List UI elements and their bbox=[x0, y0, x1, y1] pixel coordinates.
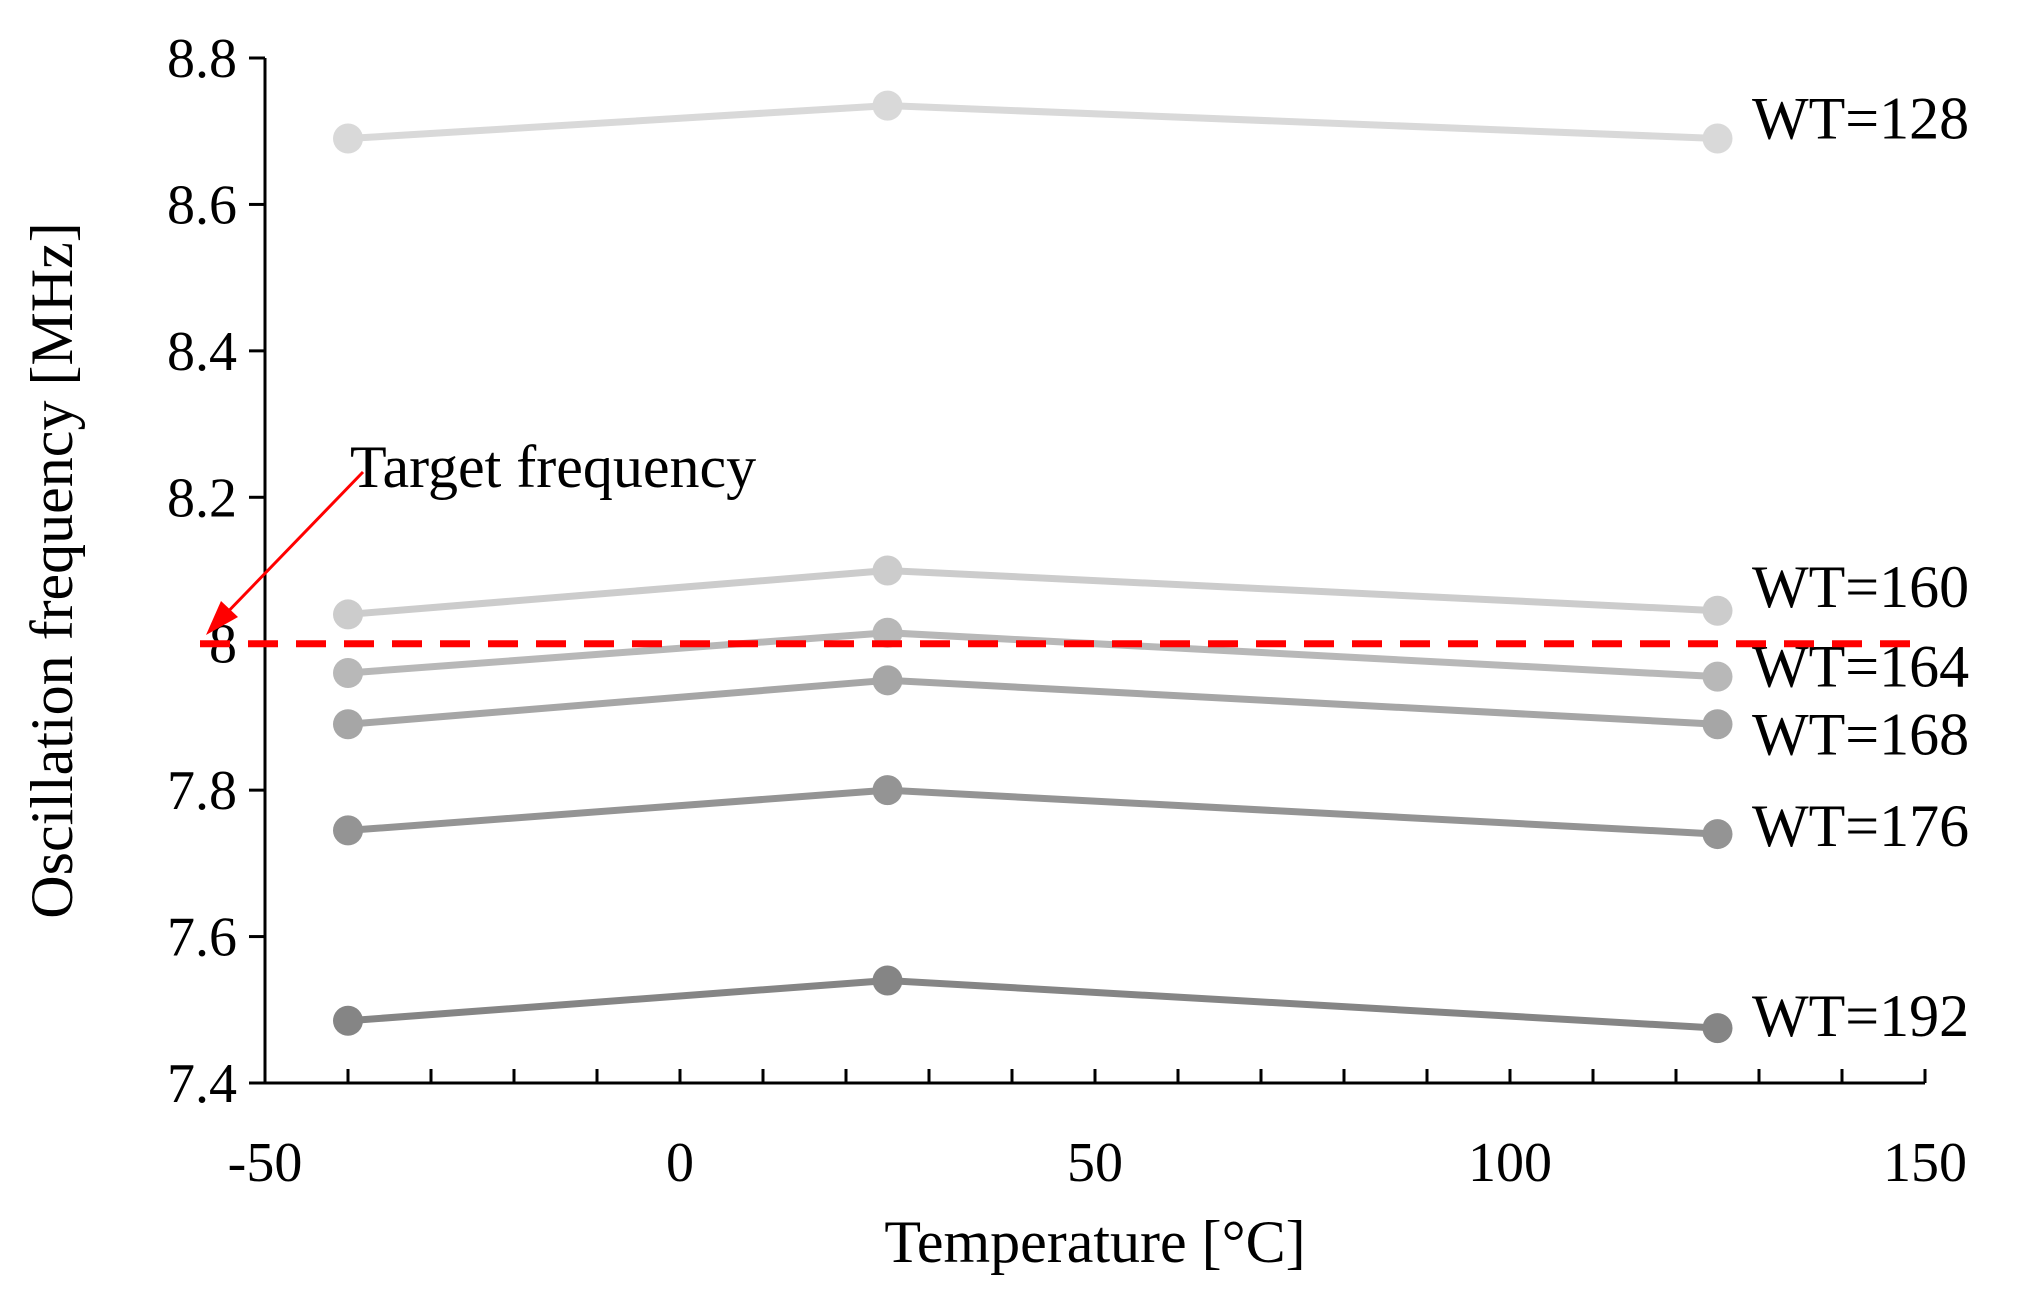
series-label: WT=192 bbox=[1752, 983, 1969, 1049]
data-point bbox=[1702, 661, 1733, 692]
data-point bbox=[333, 1005, 363, 1036]
target-arrow-head bbox=[206, 601, 238, 635]
x-tick-label: 0 bbox=[666, 1132, 694, 1194]
data-point bbox=[333, 599, 363, 630]
x-tick-label: 100 bbox=[1468, 1132, 1552, 1194]
data-point bbox=[1702, 1013, 1733, 1044]
series-line bbox=[347, 567, 1718, 618]
series-wt-164: WT=164 bbox=[333, 617, 1969, 700]
y-tick-label: 8.4 bbox=[167, 321, 237, 383]
data-point bbox=[333, 709, 363, 740]
series-wt-192: WT=192 bbox=[333, 965, 1969, 1049]
data-point bbox=[1702, 123, 1733, 154]
y-tick-label: 8.8 bbox=[167, 28, 237, 90]
data-point bbox=[872, 90, 903, 121]
target-frequency-label: Target frequency bbox=[350, 434, 756, 500]
data-point bbox=[872, 555, 903, 586]
series-line bbox=[347, 977, 1718, 1032]
y-tick-label: 7.8 bbox=[167, 760, 237, 822]
data-point bbox=[333, 658, 363, 688]
target-arrow-line bbox=[216, 470, 365, 624]
y-tick-label: 8.6 bbox=[167, 174, 237, 236]
x-tick-label: 50 bbox=[1067, 1132, 1123, 1194]
y-tick-label: 7.4 bbox=[167, 1053, 237, 1115]
data-point bbox=[333, 815, 363, 846]
series-wt-160: WT=160 bbox=[333, 554, 1969, 630]
y-axis-title: Oscillation frequency [MHz] bbox=[19, 222, 85, 918]
data-point bbox=[1702, 709, 1733, 740]
annotation-layer: Target frequency bbox=[200, 434, 1925, 648]
y-tick-label: 7.6 bbox=[167, 907, 237, 969]
series-line bbox=[347, 629, 1718, 681]
series-line bbox=[347, 676, 1718, 728]
data-point bbox=[1702, 595, 1733, 626]
series-label: WT=176 bbox=[1752, 793, 1969, 859]
x-tick-label: 150 bbox=[1883, 1132, 1967, 1194]
data-point bbox=[872, 665, 903, 696]
x-tick-label: -50 bbox=[228, 1132, 303, 1194]
series-wt-128: WT=128 bbox=[333, 86, 1969, 154]
series-wt-168: WT=168 bbox=[333, 665, 1969, 767]
data-point bbox=[872, 775, 903, 806]
series-label: WT=128 bbox=[1752, 86, 1969, 152]
data-point bbox=[1702, 819, 1733, 850]
y-tick-label: 8.2 bbox=[167, 467, 237, 529]
series-label: WT=168 bbox=[1752, 701, 1969, 767]
series-wt-176: WT=176 bbox=[333, 775, 1969, 859]
data-point bbox=[333, 123, 363, 154]
series-line bbox=[347, 786, 1718, 838]
series-line bbox=[347, 102, 1718, 143]
x-axis-title: Temperature [°C] bbox=[884, 1209, 1305, 1275]
series-label: WT=160 bbox=[1752, 554, 1969, 620]
data-point bbox=[872, 965, 903, 996]
